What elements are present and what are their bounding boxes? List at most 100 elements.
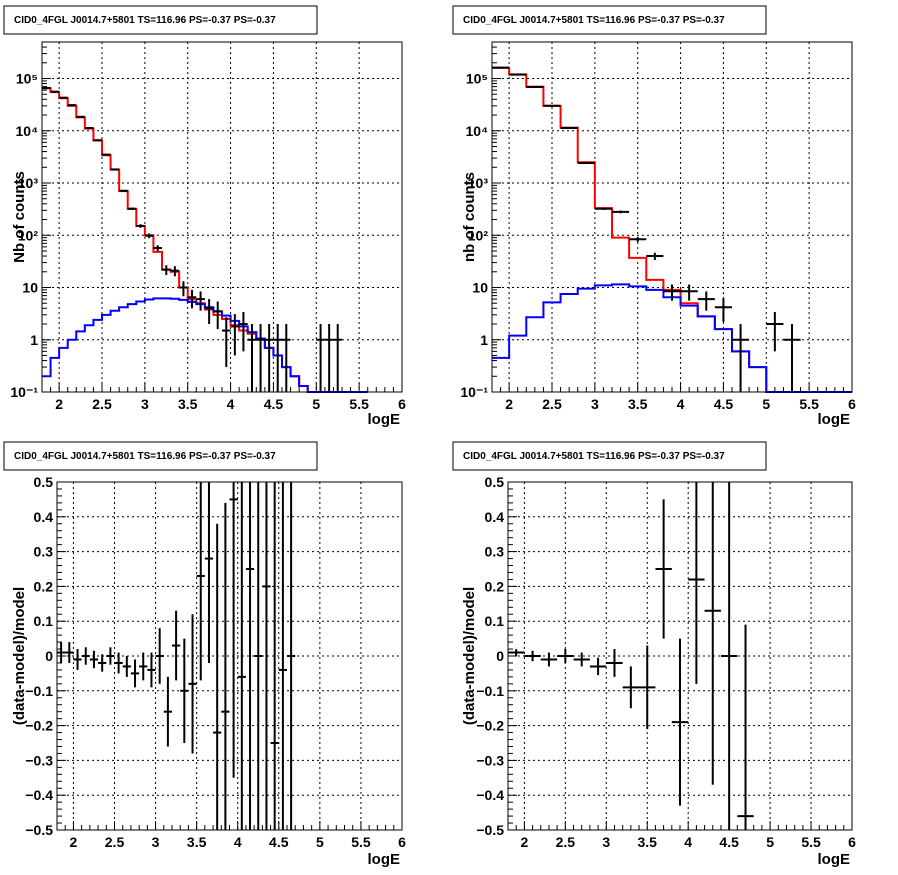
y-axis-label: (data-model)/model xyxy=(461,587,478,725)
residual-points xyxy=(508,482,754,830)
y-tick-label: 0.2 xyxy=(34,578,54,594)
y-tick-label: 0.4 xyxy=(34,509,54,525)
x-tick-label: 2 xyxy=(520,834,528,850)
x-tick-label: 5 xyxy=(762,396,770,412)
title-box xyxy=(3,5,318,35)
x-tick-label: 5.5 xyxy=(799,396,819,412)
y-tick-label: 0 xyxy=(496,648,504,664)
x-tick-label: 4.5 xyxy=(264,396,284,412)
minor-ticks xyxy=(491,41,853,393)
y-tick-label: 1 xyxy=(480,332,488,348)
x-tick-label: 4 xyxy=(684,834,692,850)
x-tick-label: 3.5 xyxy=(187,834,207,850)
x-tick-label: 4 xyxy=(227,396,235,412)
x-tick-label: 5.5 xyxy=(349,396,369,412)
y-tick-label: 10 xyxy=(472,280,488,296)
x-tick-label: 3 xyxy=(152,834,160,850)
x-tick-label: 5.5 xyxy=(351,834,371,850)
x-tick-label: 6 xyxy=(848,834,856,850)
y-tick-label: 0.4 xyxy=(485,509,505,525)
x-axis-label: logE xyxy=(368,411,401,428)
minor-ticks xyxy=(507,481,853,831)
x-axis-label: logE xyxy=(368,851,401,868)
model-total-line xyxy=(42,87,368,393)
title-box xyxy=(3,441,318,471)
y-tick-label: −0.5 xyxy=(476,822,504,838)
y-tick-label: 10⁴ xyxy=(466,123,489,139)
x-axis-label: logE xyxy=(818,411,851,428)
chart-title: CID0_4FGL J0014.7+5801 TS=116.96 PS=-0.3… xyxy=(463,451,725,462)
y-tick-label: 0.1 xyxy=(34,613,54,629)
x-tick-label: 6 xyxy=(398,834,406,850)
y-tick-label: 0.2 xyxy=(485,578,505,594)
x-tick-label: 4.5 xyxy=(714,396,734,412)
x-tick-label: 2 xyxy=(70,834,78,850)
x-tick-label: 4.5 xyxy=(719,834,739,850)
y-tick-label: 10⁴ xyxy=(16,123,39,139)
y-tick-label: −0.1 xyxy=(476,683,504,699)
x-tick-label: 3 xyxy=(602,834,610,850)
x-tick-label: 2.5 xyxy=(542,396,562,412)
x-tick-label: 6 xyxy=(398,396,406,412)
minor-ticks xyxy=(56,481,403,831)
source-model-line xyxy=(492,283,852,393)
y-tick-label: 10² xyxy=(468,227,489,243)
x-tick-label: 6 xyxy=(848,396,856,412)
y-tick-label: −0.2 xyxy=(476,718,504,734)
x-tick-label: 5 xyxy=(766,834,774,850)
x-tick-label: 4 xyxy=(234,834,242,850)
y-tick-label: 0.3 xyxy=(34,544,54,560)
y-tick-label: −0.4 xyxy=(476,787,504,803)
y-axis-label: Nb of counts xyxy=(11,171,28,263)
y-tick-label: 10 xyxy=(22,280,38,296)
residual-points xyxy=(57,482,296,830)
y-tick-label: 0 xyxy=(45,648,53,664)
y-tick-label: 10⁻¹ xyxy=(460,384,488,400)
x-tick-label: 3.5 xyxy=(628,396,648,412)
y-tick-label: −0.3 xyxy=(25,752,53,768)
plot-frame xyxy=(507,481,853,831)
y-tick-label: 10³ xyxy=(18,175,39,191)
chart-panel-4: 2 2.5 3 3.5 4 4.5 5 5.5 6 −0.5 −0.4 −0.3 −0.2 −0.1 0 0.… xyxy=(452,441,856,868)
y-tick-label: 10⁵ xyxy=(16,71,38,87)
plot-frame xyxy=(491,41,853,393)
title-box xyxy=(452,441,767,471)
y-tick-label: 1 xyxy=(30,332,38,348)
chart-panel-2: 2 2.5 3 3.5 4 4.5 5 5.5 6 10⁻¹ 1 10 10² 10³ 10⁴ 10⁵ logE… xyxy=(452,5,856,428)
x-tick-label: 2 xyxy=(55,396,63,412)
y-tick-label: 10² xyxy=(18,227,39,243)
title-box xyxy=(452,5,767,35)
x-tick-label: 2.5 xyxy=(556,834,576,850)
x-tick-label: 3 xyxy=(141,396,149,412)
x-tick-label: 5.5 xyxy=(801,834,821,850)
y-tick-label: 0.3 xyxy=(485,544,505,560)
y-tick-label: 0.1 xyxy=(485,613,505,629)
x-tick-label: 4 xyxy=(677,396,685,412)
y-tick-label: 10³ xyxy=(468,175,489,191)
chart-title: CID0_4FGL J0014.7+5801 TS=116.96 PS=-0.3… xyxy=(14,451,276,462)
x-tick-label: 5 xyxy=(312,396,320,412)
x-tick-label: 3.5 xyxy=(638,834,658,850)
y-tick-label: 10⁵ xyxy=(466,71,488,87)
y-tick-label: −0.4 xyxy=(25,787,53,803)
model-total-line xyxy=(492,66,852,393)
x-tick-label: 2.5 xyxy=(105,834,125,850)
y-tick-label: −0.1 xyxy=(25,683,53,699)
y-tick-label: −0.3 xyxy=(476,752,504,768)
y-tick-label: −0.2 xyxy=(25,718,53,734)
data-points xyxy=(492,66,801,392)
plot-frame xyxy=(41,41,403,393)
chart-title: CID0_4FGL J0014.7+5801 TS=116.96 PS=-0.3… xyxy=(14,15,276,26)
minor-ticks xyxy=(41,41,403,393)
y-tick-label: −0.5 xyxy=(25,822,53,838)
x-tick-label: 2 xyxy=(505,396,513,412)
chart-title: CID0_4FGL J0014.7+5801 TS=116.96 PS=-0.3… xyxy=(463,15,725,26)
y-tick-label: 10⁻¹ xyxy=(10,384,38,400)
x-tick-label: 2.5 xyxy=(92,396,112,412)
plot-frame xyxy=(56,481,403,831)
y-tick-label: 0.5 xyxy=(485,474,505,490)
chart-panel-1: 2 2.5 3 3.5 4 4.5 5 5.5 6 10⁻¹ 1 10 10² 10³ 10⁴ 10⁵ logE… xyxy=(3,5,406,428)
data-points xyxy=(42,86,342,392)
y-axis-label: (data-model)/model xyxy=(11,587,28,725)
